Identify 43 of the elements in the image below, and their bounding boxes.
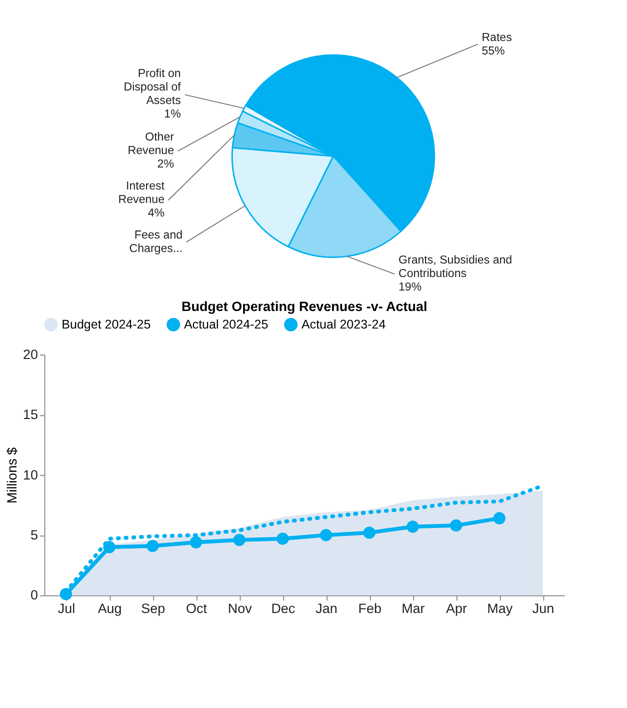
- x-tick-label: Oct: [186, 601, 208, 616]
- chart-title: Budget Operating Revenues -v- Actual: [181, 299, 428, 314]
- x-tick-label: Feb: [358, 601, 382, 616]
- legend-label: Actual 2024-25: [184, 318, 268, 332]
- y-tick-label: 20: [23, 346, 38, 362]
- x-tick-label: Sep: [141, 601, 166, 616]
- data-label: 55%: [482, 45, 505, 58]
- point: [103, 541, 116, 554]
- y-axis-title: Millions $: [4, 446, 20, 504]
- point: [363, 526, 376, 539]
- y-tick-label: 10: [23, 467, 38, 482]
- x-tick-label: Nov: [228, 601, 252, 616]
- y-tick-label: 5: [30, 527, 38, 542]
- legend-label: Budget 2024-25: [62, 318, 151, 332]
- point: [320, 529, 332, 542]
- x-tick-label: May: [487, 601, 513, 616]
- x-tick-label: Jan: [316, 601, 338, 616]
- data-label: 4%: [148, 208, 165, 220]
- legend-label: Actual 2023-24: [301, 318, 386, 332]
- x-tick-label: Aug: [98, 601, 122, 616]
- point: [276, 532, 289, 545]
- point: [450, 519, 462, 532]
- data-label: 1%: [164, 108, 181, 120]
- x-tick-label: Mar: [402, 601, 426, 616]
- point: [146, 540, 159, 552]
- slice-label: Interest Revenue: [118, 180, 166, 206]
- point: [406, 520, 419, 533]
- slice-label: Profit on Disposal of Assets: [124, 68, 182, 107]
- point: [233, 534, 246, 546]
- slice-label: Grants, Subsidies and Contributions: [398, 254, 512, 280]
- y-tick-label: 0: [30, 588, 38, 603]
- x-tick-label: Jun: [532, 601, 554, 616]
- slice-label: Other Revenue: [128, 131, 174, 157]
- x-tick-label: Jul: [58, 601, 76, 616]
- x-tick-label: Apr: [446, 601, 468, 616]
- data-label: 19%: [398, 281, 422, 294]
- slice-label: Fees and Charges...: [129, 230, 183, 256]
- x-tick-label: Dec: [271, 601, 296, 616]
- slice-label: Rates: [482, 32, 512, 44]
- point: [493, 512, 506, 524]
- data-label: 2%: [157, 158, 174, 170]
- y-tick-label: 15: [23, 407, 38, 422]
- point: [190, 536, 202, 548]
